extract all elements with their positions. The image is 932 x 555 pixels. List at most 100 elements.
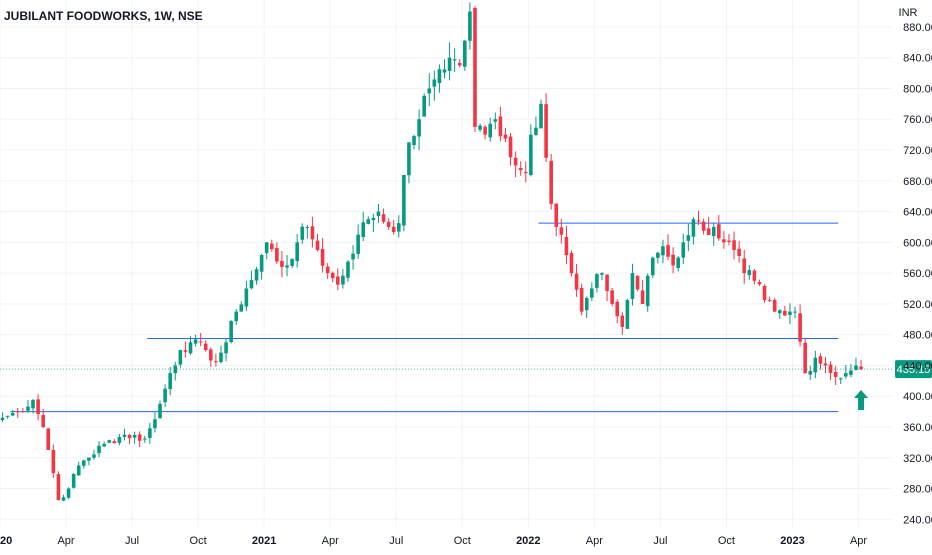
price-axis[interactable]: 240.00 280.00 320.00 360.00 400.00 440.00 480.… [899, 7, 932, 526]
candle-body [483, 126, 487, 135]
candle-body [534, 127, 538, 135]
candle [844, 364, 848, 379]
candle [463, 39, 467, 71]
candle [305, 225, 310, 239]
candle [747, 264, 752, 280]
y-tick-label: 880.00 [903, 22, 932, 34]
candle-body [478, 125, 482, 130]
candle-body [56, 474, 61, 501]
candle [158, 400, 162, 419]
candle [209, 347, 213, 367]
candle [595, 273, 599, 293]
candle [523, 161, 528, 183]
candle [544, 93, 548, 163]
candle-body [752, 270, 757, 281]
symbol-title: JUBILANT FOODWORKS, 1W, NSE [4, 9, 203, 23]
candle-body [310, 226, 315, 240]
candle [468, 2, 472, 50]
candle [549, 154, 553, 210]
candle [640, 280, 645, 305]
candle-body [168, 373, 172, 390]
candle-body [341, 275, 345, 285]
candle [717, 215, 721, 241]
candle [696, 210, 701, 226]
candle-body [833, 371, 838, 377]
candle [630, 263, 635, 306]
candle [518, 161, 523, 176]
candle [417, 109, 421, 151]
candle-body [351, 253, 355, 260]
candle-body [681, 242, 686, 258]
candle [361, 211, 366, 242]
x-tick-label: 2021 [252, 535, 276, 547]
candle [148, 422, 152, 444]
x-tick-label: Jul [125, 535, 139, 547]
candle-body [173, 365, 178, 374]
candle [142, 435, 147, 443]
x-tick-label: Oct [190, 535, 207, 547]
candle-body [112, 441, 117, 444]
candle-body [442, 69, 447, 73]
candle-body [849, 370, 853, 375]
candle [203, 340, 208, 352]
candle-body [188, 342, 193, 354]
candle-body [706, 228, 711, 236]
candle-body [584, 297, 589, 311]
candle-body [518, 167, 523, 171]
candle-body [203, 343, 208, 351]
candle [386, 218, 391, 230]
candle [569, 250, 574, 277]
candle [163, 384, 167, 408]
candle-body [148, 428, 152, 438]
candle-body [163, 388, 167, 403]
candle [686, 223, 691, 252]
y-tick-label: 280.00 [903, 484, 932, 496]
candle-body [31, 400, 35, 409]
candle-body [320, 248, 325, 266]
x-tick-label: Apr [57, 535, 74, 547]
candle-body [396, 223, 401, 232]
candle-body [676, 257, 680, 268]
candle-body [569, 252, 574, 274]
candle-body [554, 203, 559, 227]
candle-body [234, 311, 239, 322]
candle-body [701, 221, 706, 231]
candle [31, 398, 35, 414]
candle [498, 106, 503, 142]
candle-body [132, 434, 137, 438]
candle-body [402, 174, 406, 226]
candle-body [158, 403, 162, 419]
y-tick-label: 800.00 [903, 83, 932, 95]
candle-body [412, 136, 416, 146]
candle-body [457, 62, 462, 66]
candle [412, 134, 416, 150]
candle-body [51, 449, 56, 474]
candle [193, 334, 198, 347]
candle [493, 112, 498, 130]
candle-body [41, 415, 45, 427]
candle-body [808, 371, 813, 375]
candle-body [508, 136, 513, 158]
candle-body [66, 488, 71, 498]
candle-body [178, 350, 183, 365]
candle-body [650, 257, 655, 276]
candle [188, 336, 193, 355]
y-tick-label: 240.00 [903, 514, 932, 526]
candle-body [539, 103, 543, 129]
up-arrow-icon [854, 390, 869, 411]
time-axis[interactable]: 2020 Apr Jul Oct 2021 Apr Jul Oct 2022 Apr Jul Oct 2… [0, 535, 867, 547]
candle [442, 59, 447, 79]
candle [132, 431, 137, 444]
candle-body [254, 269, 259, 281]
candle [351, 245, 355, 270]
candle [5, 415, 10, 419]
y-tick-label: 520.00 [903, 299, 932, 311]
candle [457, 59, 462, 68]
candle-body [5, 415, 10, 417]
candle-body [747, 269, 752, 276]
candle-body [549, 160, 553, 204]
candle-body [371, 217, 376, 221]
candle [762, 284, 767, 303]
